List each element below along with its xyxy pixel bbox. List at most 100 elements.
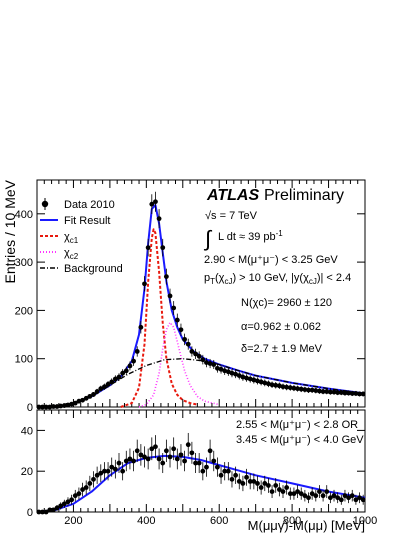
x-tick-label: 400 bbox=[137, 515, 155, 527]
y-tick-label: 0 bbox=[27, 402, 33, 414]
data-point bbox=[251, 479, 257, 484]
data-point bbox=[149, 446, 155, 452]
top-axis-ticks: 0 100 200 300 400 bbox=[15, 180, 366, 414]
data-point bbox=[225, 468, 231, 474]
data-point bbox=[167, 454, 173, 460]
lumi-integral: ∫ bbox=[203, 226, 213, 251]
data-point bbox=[218, 366, 224, 372]
data-point bbox=[276, 487, 282, 492]
data-point bbox=[346, 390, 351, 396]
data-point bbox=[244, 474, 249, 480]
data-point bbox=[335, 390, 341, 395]
data-point bbox=[284, 384, 290, 390]
x-tick-label: 800 bbox=[283, 515, 301, 527]
curve--c2 bbox=[138, 321, 220, 408]
data-point bbox=[349, 493, 355, 499]
data-point bbox=[51, 507, 56, 513]
data-point bbox=[222, 468, 228, 474]
data-point bbox=[98, 470, 104, 476]
data-point bbox=[112, 466, 118, 472]
data-point bbox=[229, 370, 235, 376]
x-tick-label: 600 bbox=[210, 515, 228, 527]
data-point bbox=[156, 456, 162, 462]
data-point bbox=[138, 324, 144, 330]
data-point bbox=[200, 357, 206, 363]
data-point bbox=[76, 491, 82, 497]
data-point bbox=[156, 216, 162, 222]
data-point bbox=[338, 497, 344, 503]
data-point bbox=[94, 472, 100, 478]
data-point bbox=[91, 392, 96, 397]
data-point bbox=[262, 380, 268, 386]
data-point bbox=[61, 403, 67, 408]
data-point bbox=[262, 481, 268, 486]
data-point bbox=[76, 398, 82, 404]
data-point bbox=[331, 493, 337, 499]
data-point bbox=[58, 403, 64, 409]
data-point bbox=[204, 464, 209, 470]
data-point bbox=[134, 349, 140, 354]
x-axis-title: M(μμγ)-M(μμ) [MeV] bbox=[248, 518, 365, 533]
data-point bbox=[178, 327, 184, 333]
data-point bbox=[287, 385, 293, 391]
data-point bbox=[353, 497, 359, 503]
data-point bbox=[47, 404, 53, 410]
data-point bbox=[229, 476, 235, 482]
data-point bbox=[163, 448, 169, 454]
top-data-points bbox=[36, 191, 366, 410]
data-point bbox=[269, 382, 275, 388]
data-point bbox=[360, 391, 366, 397]
data-point bbox=[149, 201, 155, 207]
data-point bbox=[233, 371, 239, 377]
y-tick-label: 300 bbox=[15, 257, 33, 269]
data-point bbox=[258, 379, 264, 385]
data-point bbox=[215, 464, 220, 470]
data-point bbox=[291, 385, 297, 391]
data-point bbox=[174, 456, 180, 462]
data-point bbox=[174, 317, 180, 323]
data-point bbox=[335, 495, 341, 501]
data-point bbox=[306, 495, 311, 501]
data-point bbox=[193, 351, 198, 357]
fit-n-text: N(χc)= 2960 ± 120 bbox=[241, 297, 332, 309]
data-point bbox=[40, 404, 45, 410]
data-point bbox=[236, 373, 242, 379]
data-point bbox=[211, 362, 217, 367]
mass-cut-text: 2.90 < M(μ⁺μ⁻) < 3.25 GeV bbox=[204, 254, 338, 266]
data-point bbox=[276, 383, 282, 389]
data-point bbox=[233, 472, 239, 478]
data-point bbox=[266, 381, 271, 387]
data-point bbox=[349, 391, 355, 396]
data-point bbox=[123, 458, 129, 464]
data-point bbox=[116, 374, 122, 380]
data-point bbox=[317, 388, 322, 394]
y-tick-label: 40 bbox=[21, 425, 33, 437]
data-point bbox=[357, 391, 362, 397]
legend-background-label: Background bbox=[64, 263, 123, 275]
data-point bbox=[163, 274, 169, 279]
data-point bbox=[127, 456, 133, 462]
data-point bbox=[112, 376, 118, 382]
data-point bbox=[182, 458, 188, 464]
y-tick-label: 20 bbox=[21, 466, 33, 478]
data-point bbox=[160, 245, 166, 251]
data-point bbox=[196, 460, 202, 466]
data-point bbox=[240, 481, 246, 486]
data-point bbox=[331, 389, 337, 395]
data-point bbox=[280, 489, 286, 494]
data-point bbox=[207, 448, 213, 454]
data-point bbox=[247, 479, 253, 484]
data-point bbox=[36, 404, 42, 410]
legend-chic2-label: χc2 bbox=[64, 247, 79, 261]
data-point bbox=[298, 386, 304, 392]
data-point bbox=[80, 397, 85, 403]
data-point bbox=[200, 468, 206, 474]
data-point bbox=[225, 369, 231, 375]
atlas-label: ATLAS bbox=[206, 187, 259, 204]
data-point bbox=[280, 384, 286, 390]
data-point bbox=[244, 375, 249, 381]
data-point bbox=[72, 493, 78, 499]
data-point bbox=[291, 491, 297, 497]
data-point bbox=[72, 400, 78, 406]
